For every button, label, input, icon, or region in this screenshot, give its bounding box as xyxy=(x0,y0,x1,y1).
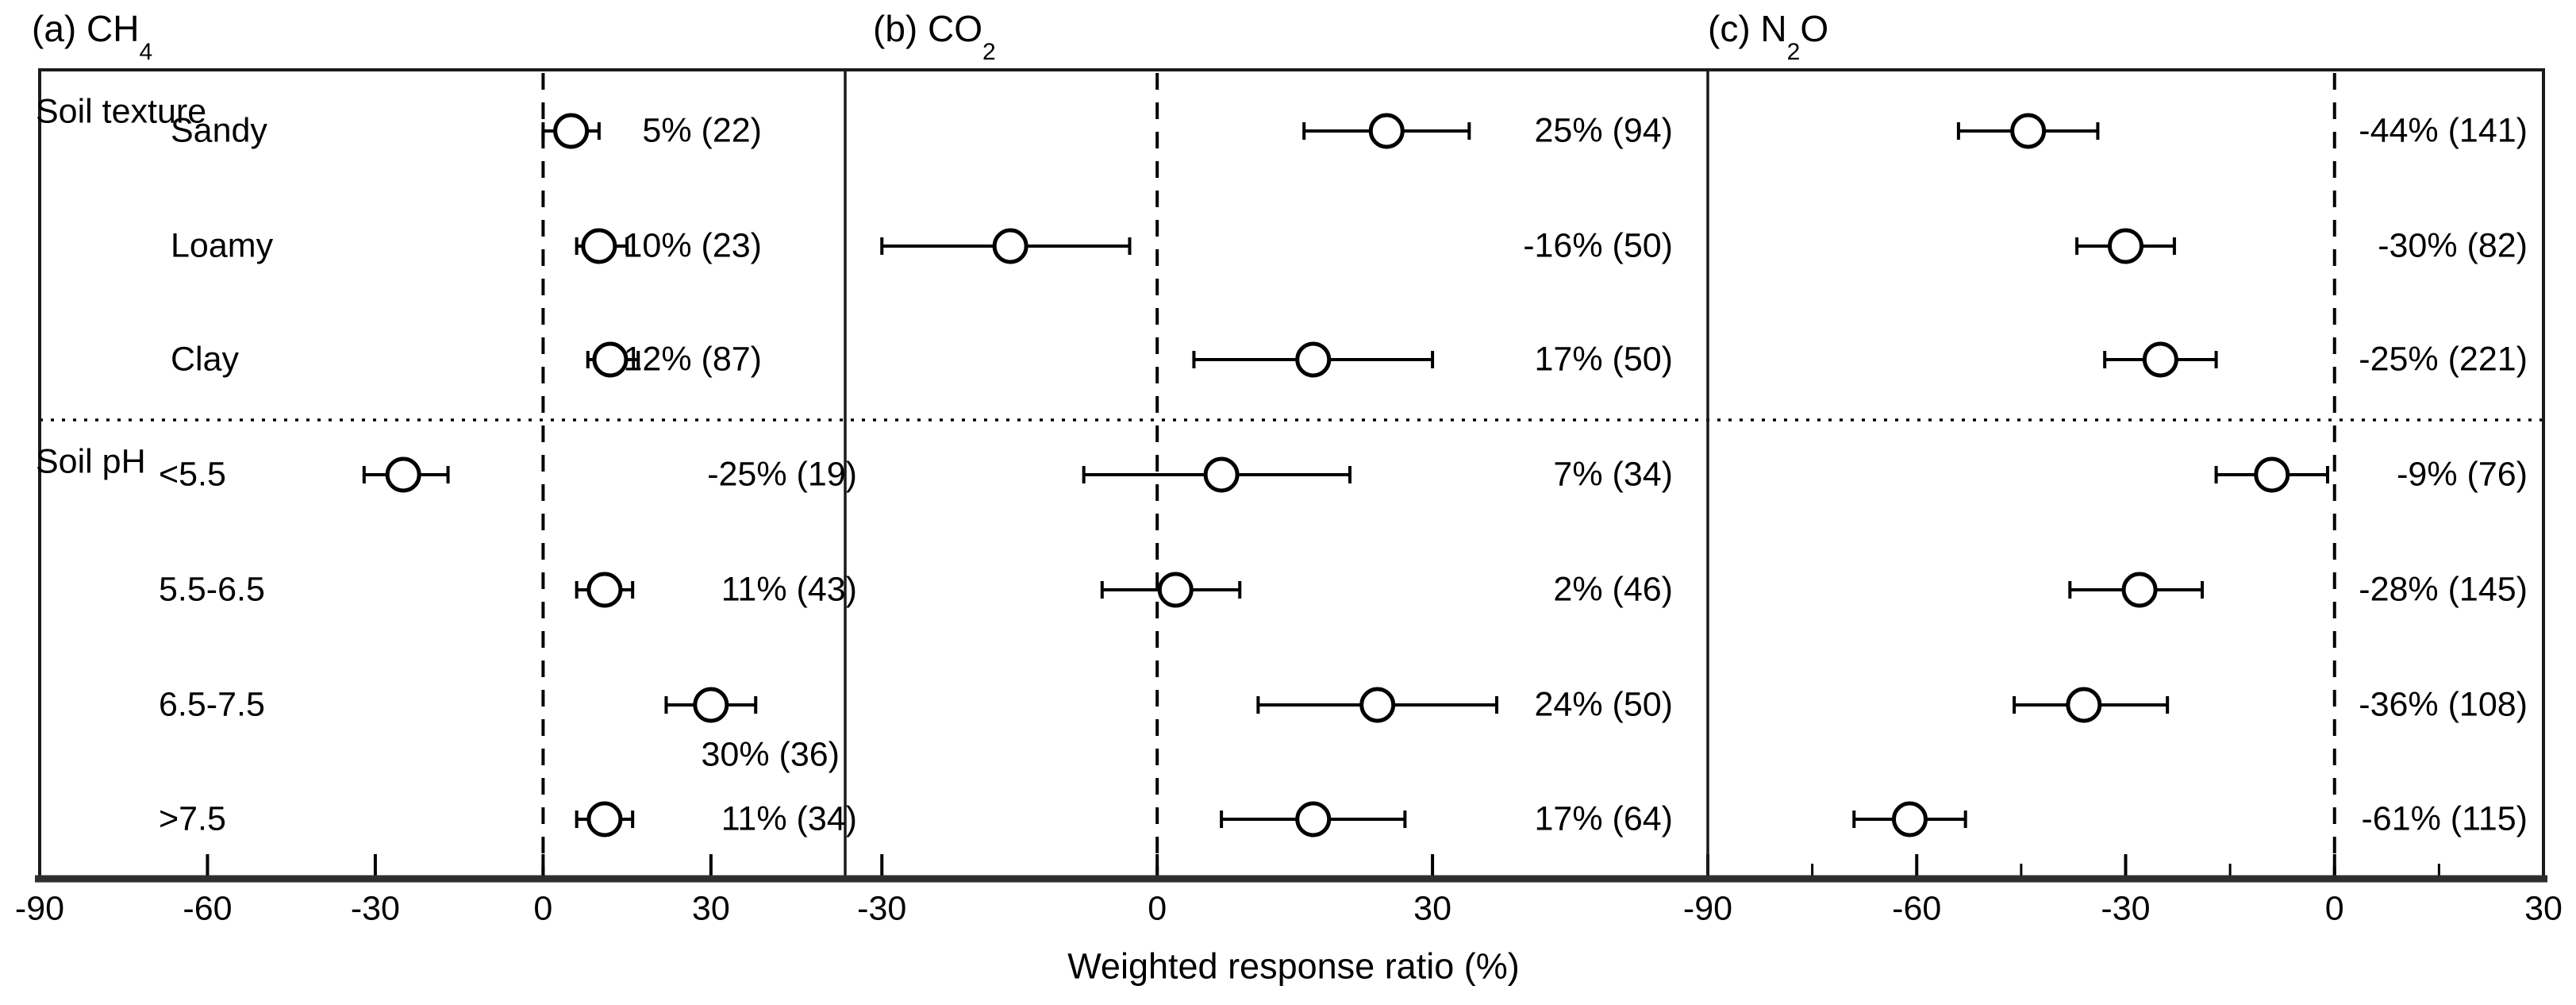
point-marker xyxy=(385,456,421,493)
value-label: 17% (64) xyxy=(1534,799,1673,838)
point-marker xyxy=(592,341,629,378)
point-marker xyxy=(586,572,623,608)
x-axis-tick-label: 30 xyxy=(2524,889,2563,928)
value-label: -36% (108) xyxy=(2359,685,2528,724)
panel-a-title-prefix: (a) CH xyxy=(32,8,140,49)
point-marker xyxy=(2121,572,2158,608)
panel-c-title: (c) N2O xyxy=(1708,8,1829,64)
point-marker xyxy=(1203,456,1240,493)
panel-a-title-subscript: 4 xyxy=(139,39,153,66)
panel-a-title: (a) CH4 xyxy=(32,8,152,64)
panel-c-title-subscript: 2 xyxy=(1786,39,1801,66)
x-axis-tick-label: 0 xyxy=(533,889,553,928)
value-label: 11% (43) xyxy=(721,570,857,609)
value-label: 2% (46) xyxy=(1553,570,1673,609)
x-axis-tick-label: -30 xyxy=(350,889,400,928)
panel-b-title-prefix: (b) CO xyxy=(873,8,982,49)
value-label: 5% (22) xyxy=(642,111,762,150)
x-axis-tick-label: -90 xyxy=(1682,889,1733,928)
point-marker xyxy=(2142,341,2178,378)
value-label: 17% (50) xyxy=(1534,340,1673,379)
point-marker xyxy=(992,228,1028,264)
x-axis-tick-label: 0 xyxy=(1148,889,1167,928)
value-label: -61% (115) xyxy=(2361,799,2528,838)
x-axis-tick-label: -60 xyxy=(183,889,233,928)
value-label: -30% (82) xyxy=(2378,226,2528,265)
value-label: 10% (23) xyxy=(623,226,762,265)
value-label: 25% (94) xyxy=(1534,111,1673,150)
value-label: 24% (50) xyxy=(1534,685,1673,724)
x-axis-tick-label: 30 xyxy=(1413,889,1451,928)
panel-b-title-subscript: 2 xyxy=(982,39,996,66)
value-label: -25% (221) xyxy=(2359,340,2528,379)
group-header-soil-texture: Soil texture xyxy=(36,92,207,131)
point-marker xyxy=(2066,687,2102,723)
point-marker xyxy=(1368,113,1405,149)
category-label: Clay xyxy=(171,340,240,379)
point-marker xyxy=(1359,687,1396,723)
point-marker xyxy=(1157,572,1194,608)
point-marker xyxy=(1295,341,1332,378)
group-header-soil-ph: Soil pH xyxy=(36,442,146,481)
point-marker xyxy=(581,228,617,264)
panel-c-title-suffix: O xyxy=(1800,8,1829,49)
category-label: 6.5-7.5 xyxy=(159,685,265,724)
x-axis-tick-label: -90 xyxy=(14,889,65,928)
value-label: -25% (19) xyxy=(707,455,857,494)
point-marker xyxy=(586,801,623,838)
x-axis-tick-label: -30 xyxy=(2101,889,2151,928)
value-label: 11% (34) xyxy=(721,799,857,838)
value-label: -28% (145) xyxy=(2359,570,2528,609)
point-marker xyxy=(553,113,590,149)
point-marker xyxy=(1295,801,1332,838)
category-label: Loamy xyxy=(171,226,274,265)
panel-b-title: (b) CO2 xyxy=(873,8,996,64)
value-label: 30% (36) xyxy=(701,735,840,774)
x-axis-tick-label: 0 xyxy=(2324,889,2344,928)
x-axis-tick-label: 30 xyxy=(691,889,730,928)
x-axis-title: Weighted response ratio (%) xyxy=(1067,945,1520,987)
x-axis-tick-label: -60 xyxy=(1892,889,1942,928)
value-label: 7% (34) xyxy=(1553,455,1673,494)
x-axis-tick-label: -30 xyxy=(857,889,907,928)
point-marker xyxy=(693,687,729,723)
point-marker xyxy=(2010,113,2047,149)
category-label: 5.5-6.5 xyxy=(159,570,265,609)
value-label: -9% (76) xyxy=(2397,455,2528,494)
point-marker xyxy=(2108,228,2143,264)
category-label: >7.5 xyxy=(159,799,226,838)
point-marker xyxy=(1891,801,1928,838)
category-label: Sandy xyxy=(171,111,267,150)
panel-c-title-prefix: (c) N xyxy=(1708,8,1787,49)
value-label: -16% (50) xyxy=(1523,226,1673,265)
value-label: -44% (141) xyxy=(2359,111,2528,150)
category-label: <5.5 xyxy=(159,455,226,494)
point-marker xyxy=(2254,456,2290,493)
value-label: 12% (87) xyxy=(623,340,762,379)
